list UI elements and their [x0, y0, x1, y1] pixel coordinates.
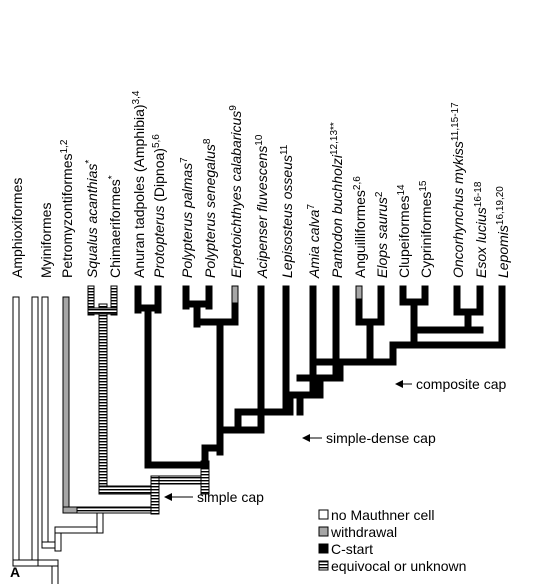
tree-branch — [98, 485, 160, 495]
panel-label: A — [10, 564, 20, 580]
tree-branch — [332, 285, 340, 382]
tree-branch — [110, 285, 118, 316]
tree-branch — [62, 296, 70, 514]
legend-swatch-cstart — [318, 543, 329, 554]
taxon-label: Anguilliformes2,6 — [352, 176, 369, 278]
legend-swatch-none — [318, 509, 329, 520]
tree-branch — [76, 506, 159, 514]
annotation-label: simple-dense cap — [326, 430, 436, 446]
tree-branch — [134, 285, 142, 314]
taxon-label: Squalus acanthias* — [84, 160, 101, 278]
tree-branch — [201, 444, 224, 452]
tree-branch — [282, 285, 290, 416]
tree-branch — [399, 285, 407, 306]
tree-branch — [98, 303, 108, 495]
tree-branch — [144, 304, 152, 469]
legend: no Mauthner cellwithdrawalC-startequivoc… — [318, 507, 466, 574]
taxon-label: Cypriniformes15 — [418, 180, 435, 278]
tree-branch — [316, 374, 324, 399]
tree-branch — [216, 318, 224, 452]
tree-branch — [150, 475, 160, 515]
tree-branch — [193, 318, 239, 326]
tree-branch — [12, 559, 39, 567]
annotation-arrowhead — [302, 434, 310, 442]
phylogenetic-tree — [12, 285, 506, 584]
tree-branch — [453, 285, 461, 316]
tree-branch — [389, 341, 397, 366]
tree-branch — [296, 391, 304, 416]
taxon-label: Acipenser fluvescens10 — [254, 134, 271, 279]
tree-branch — [476, 285, 484, 316]
tree-branch — [389, 341, 418, 349]
taxon-label: Amia calva7 — [306, 204, 323, 279]
tree-branch — [231, 302, 239, 326]
taxon-label: Anuran tadpoles (Amphibia)3,4 — [131, 90, 148, 278]
tree-branch — [355, 358, 397, 366]
taxon-label: Clupeiformes14 — [396, 184, 413, 278]
annotation-arrowhead — [395, 380, 403, 388]
tree-branch — [87, 307, 118, 315]
taxon-label: Chimaeriformes* — [107, 175, 124, 278]
tree-branch — [410, 326, 484, 334]
legend-label: C-start — [331, 541, 373, 557]
taxon-label: Myiniformes — [38, 203, 54, 278]
tree-branch — [41, 296, 49, 549]
tree-branch — [12, 296, 20, 567]
state-annotations: composite cap simple-dense cap simple cap — [164, 376, 506, 505]
tree-branch — [257, 285, 265, 434]
tree-branch — [336, 358, 344, 382]
tree-branch — [421, 285, 429, 306]
tree-branch — [286, 391, 294, 416]
tree-branch — [366, 318, 374, 366]
taxon-label: Lepisosteus osseus11 — [279, 144, 296, 278]
tree-branch — [355, 298, 363, 326]
tree-branch — [31, 296, 39, 567]
tree-branch — [150, 475, 210, 485]
taxon-label: Oncorhynchus mykiss11,15-17 — [450, 102, 467, 278]
taxon-label: Petromyzontiformes1,2 — [59, 139, 76, 278]
tree-branch — [498, 285, 506, 349]
tree-branch — [234, 408, 242, 434]
taxon-label: Protopterus (Dipnoa)5,6 — [151, 134, 168, 278]
taxon-label: Esox lucius16-18 — [473, 181, 490, 278]
tree-branch — [201, 444, 209, 469]
tree-branch — [309, 285, 317, 399]
tree-branch — [96, 511, 104, 534]
annotation-label: composite cap — [416, 376, 506, 392]
annotation-label: simple cap — [197, 489, 264, 505]
tree-branch — [154, 285, 162, 314]
tree-branch — [410, 326, 418, 349]
legend-label: no Mauthner cell — [331, 507, 435, 523]
taxon-label: Erpetoichthyes calabaricus9 — [228, 105, 245, 278]
annotation-arrowhead — [164, 493, 172, 501]
tree-branch — [87, 285, 95, 316]
taxon-label: Lepomis16,19,20 — [495, 186, 512, 278]
tree-branch — [216, 444, 224, 456]
tree-branch — [410, 341, 506, 349]
legend-swatch-equivocal — [318, 560, 329, 571]
taxon-label: Polypterus senegalus8 — [202, 138, 219, 278]
tree-branch — [377, 285, 385, 326]
tree-branch — [54, 526, 104, 534]
tree-branch — [144, 461, 209, 469]
taxon-label: Pantodon buchholzi12,13** — [329, 122, 346, 278]
tree-branch — [410, 298, 418, 334]
tree-branch — [234, 408, 294, 416]
tree-branch — [182, 285, 190, 310]
taxon-label: Polypterus palmas7 — [179, 157, 196, 278]
legend-label: equivocal or unknown — [331, 558, 466, 574]
tree-branch — [464, 308, 472, 334]
legend-swatch-withdrawal — [318, 526, 329, 537]
tree-branch — [205, 285, 213, 310]
tree-branch — [193, 300, 201, 328]
taxon-label: Elops saurus2 — [374, 191, 391, 278]
taxon-labels: Amphioxiformes Myiniformes Petromyzontifor… — [9, 90, 511, 279]
taxon-label: Amphioxiformes — [9, 178, 25, 278]
legend-label: withdrawal — [330, 524, 397, 540]
